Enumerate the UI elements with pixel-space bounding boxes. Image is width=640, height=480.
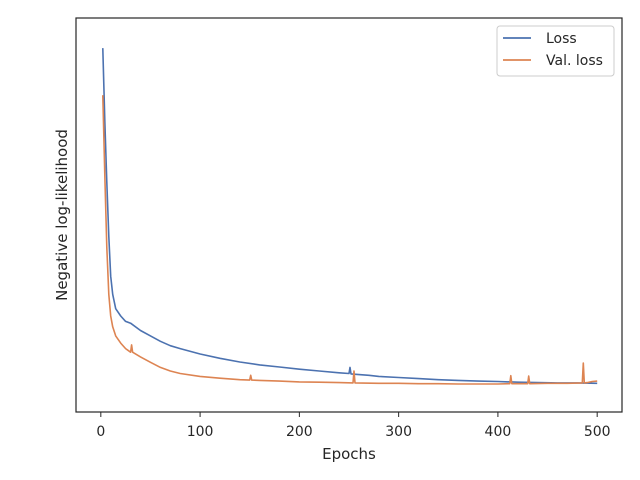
x-tick-label: 300 [385, 424, 412, 440]
y-axis-label: Negative log-likelihood [53, 129, 71, 301]
x-axis-label: Epochs [322, 445, 376, 463]
axes-frame [75, 17, 623, 413]
series-line-val-loss [102, 95, 598, 385]
legend: Loss Val. loss [496, 25, 615, 77]
legend-label-loss: Loss [546, 31, 577, 47]
axes-background [76, 18, 622, 412]
x-tick-label: 500 [584, 424, 611, 440]
series-line-loss [102, 48, 598, 385]
legend-label-val-loss: Val. loss [546, 53, 603, 69]
x-tick-label: 0 [96, 424, 105, 440]
series-layer [102, 48, 598, 385]
x-tick-label: 400 [485, 424, 512, 440]
x-axis: 0 100 200 300 400 500 [96, 412, 611, 440]
x-tick-label: 100 [187, 424, 214, 440]
x-tick-label: 200 [286, 424, 313, 440]
plot-area [75, 17, 623, 413]
